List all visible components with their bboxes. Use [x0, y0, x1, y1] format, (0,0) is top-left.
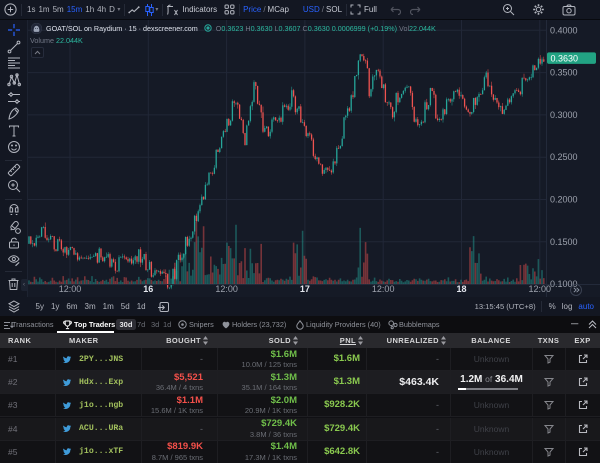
- svg-text:16: 16: [143, 284, 153, 294]
- svg-text:0.3000: 0.3000: [550, 110, 578, 120]
- svg-text:12:00: 12:00: [59, 284, 82, 294]
- svg-text:0.2000: 0.2000: [550, 195, 578, 205]
- svg-text:12:00: 12:00: [529, 284, 552, 294]
- svg-text:0.4000: 0.4000: [550, 25, 578, 35]
- svg-text:0.3630: 0.3630: [551, 54, 579, 64]
- svg-text:17: 17: [300, 284, 310, 294]
- svg-text:0.2500: 0.2500: [550, 152, 578, 162]
- svg-text:12:00: 12:00: [372, 284, 395, 294]
- svg-text:0.1500: 0.1500: [550, 237, 578, 247]
- svg-text:0.3500: 0.3500: [550, 68, 578, 78]
- svg-text:18: 18: [456, 284, 466, 294]
- svg-text:12:00: 12:00: [215, 284, 238, 294]
- svg-text:0.1000: 0.1000: [550, 279, 578, 289]
